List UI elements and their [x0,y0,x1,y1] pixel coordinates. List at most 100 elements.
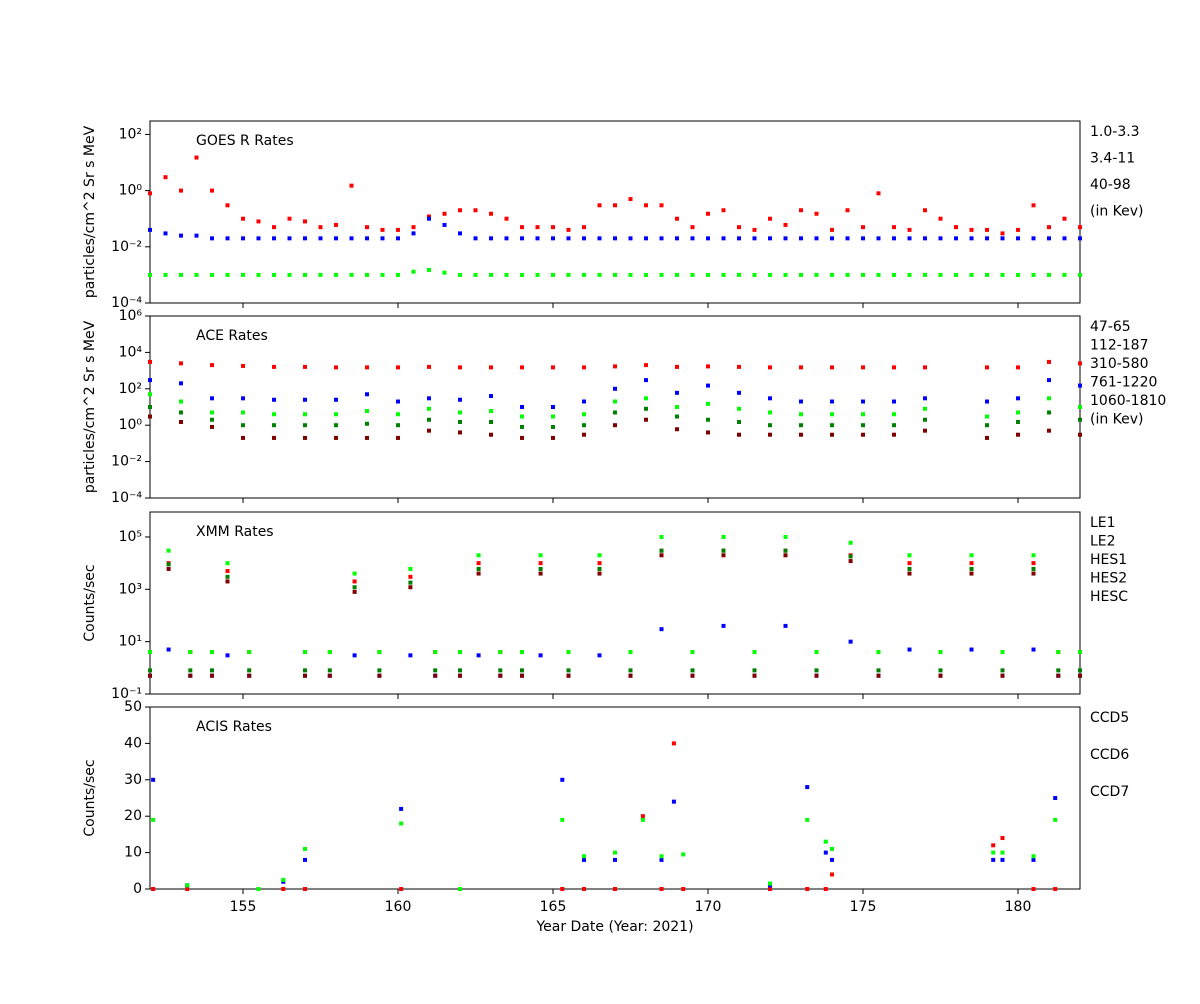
data-point [551,435,555,440]
data-point [1078,432,1082,437]
data-point [281,887,286,891]
data-point [737,364,741,369]
data-point [210,396,214,401]
data-point [706,417,710,422]
data-point [1053,887,1058,891]
data-point [907,561,912,566]
data-point [985,399,989,404]
data-point [256,887,261,891]
data-point [151,887,156,891]
data-point [737,406,741,411]
data-point [520,236,524,241]
data-point [179,410,183,415]
data-point [365,272,369,277]
data-point [954,236,958,241]
data-point [408,566,413,571]
data-point [690,225,695,230]
data-point [659,236,664,241]
data-point [1078,383,1082,388]
data-point [690,272,695,277]
data-point [675,216,679,221]
data-point [907,566,912,571]
data-point [489,394,493,399]
data-point [489,409,493,414]
data-point [148,650,152,655]
legend-note: (in Kev) [1090,412,1144,428]
data-point [551,365,555,370]
y-tick-label: 10⁶ [119,308,143,324]
data-point [188,673,193,678]
data-point [613,236,617,241]
data-point [892,236,896,241]
data-point [365,421,369,426]
data-point [272,423,276,428]
data-point [327,673,332,678]
data-point [458,673,462,678]
data-point [303,219,307,224]
data-point [272,236,276,241]
data-point [334,435,338,440]
data-point [1016,365,1020,370]
data-point [582,225,586,230]
data-point [427,267,431,272]
y-tick-label: 10 [124,845,142,861]
data-point [799,423,803,428]
data-point [458,419,462,424]
data-point [427,417,431,422]
data-point [985,435,989,440]
data-point [380,227,385,232]
data-point [799,208,803,213]
data-point [272,272,276,277]
data-point [876,650,881,655]
data-point [1016,236,1020,241]
data-point [272,435,276,440]
data-point [408,585,413,590]
x-tick-label: 170 [695,899,722,915]
data-point [721,236,726,241]
data-point [520,673,524,678]
data-point [1031,566,1036,571]
y-tick-label: 10⁴ [119,344,143,360]
data-point [225,574,230,579]
data-point [489,236,493,241]
legend-label: CCD6 [1090,747,1129,763]
data-point [1047,378,1051,383]
x-tick-label: 175 [850,899,877,915]
data-point [848,639,853,644]
data-point [1016,227,1020,232]
data-point [752,668,757,673]
data-point [458,365,462,370]
plot-frame [149,315,1081,499]
data-point [814,236,819,241]
data-point [504,236,509,241]
data-point [848,554,853,559]
data-point [179,381,183,386]
data-point [1078,272,1082,277]
data-point [303,412,307,417]
data-point [969,236,974,241]
data-point [706,211,710,216]
data-point [1053,796,1058,800]
data-point [538,571,543,576]
data-point [923,406,927,411]
legend-label: HES1 [1090,552,1127,568]
data-point [582,272,586,277]
data-point [188,650,193,655]
data-point [334,397,338,402]
data-point [535,236,540,241]
data-point [166,647,171,652]
data-point [892,399,896,404]
data-point [1031,561,1036,566]
data-point [1016,419,1020,424]
data-point [814,668,819,673]
data-point [582,365,586,370]
data-point [256,236,261,241]
data-point [659,854,664,859]
data-point [287,272,292,277]
data-point [830,365,834,370]
data-point [892,365,896,370]
data-point [1062,272,1067,277]
data-point [823,887,828,891]
data-point [768,365,772,370]
data-point [845,236,850,241]
